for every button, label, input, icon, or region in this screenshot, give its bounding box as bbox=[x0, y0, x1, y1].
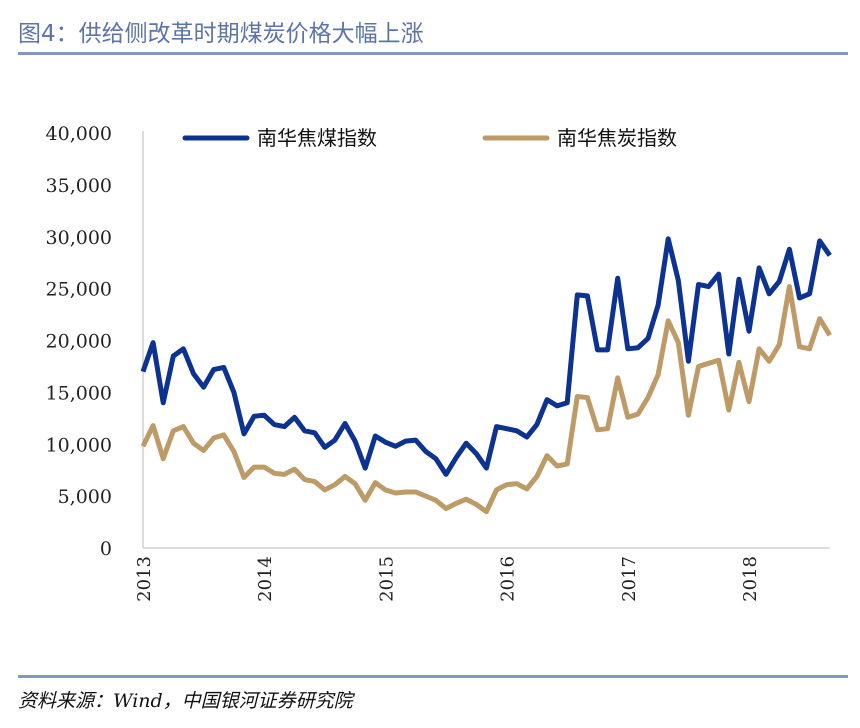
series-line-coking-coal bbox=[140, 236, 832, 477]
series-line-coke bbox=[140, 284, 832, 515]
y-tick-label: 35,000 bbox=[46, 175, 112, 197]
x-tick-label: 2013 bbox=[134, 556, 155, 602]
top-rule bbox=[18, 52, 848, 55]
x-tick-label: 2017 bbox=[619, 556, 640, 602]
series-legend-coking-coal: 南华焦煤指数 bbox=[257, 126, 377, 150]
x-tick-label: 2018 bbox=[740, 556, 761, 602]
y-tick-label: 30,000 bbox=[46, 227, 112, 249]
y-tick-label: 40,000 bbox=[46, 123, 112, 145]
figure-title: 图4：供给侧改革时期煤炭价格大幅上涨 bbox=[18, 21, 424, 47]
y-tick-label: 0 bbox=[100, 538, 112, 560]
bottom-rule bbox=[18, 675, 848, 678]
series-legend-coke: 南华焦炭指数 bbox=[557, 126, 677, 150]
x-tick-label: 2015 bbox=[376, 556, 397, 602]
y-tick-label: 15,000 bbox=[46, 382, 112, 404]
y-tick-label: 5,000 bbox=[58, 486, 112, 508]
source-note: 资料来源：Wind，中国银河证券研究院 bbox=[18, 690, 353, 712]
y-tick-label: 20,000 bbox=[46, 331, 112, 353]
x-tick-label: 2014 bbox=[255, 556, 276, 602]
x-tick-label: 2016 bbox=[498, 556, 519, 602]
y-tick-label: 25,000 bbox=[46, 279, 112, 301]
y-tick-label: 10,000 bbox=[46, 434, 112, 456]
